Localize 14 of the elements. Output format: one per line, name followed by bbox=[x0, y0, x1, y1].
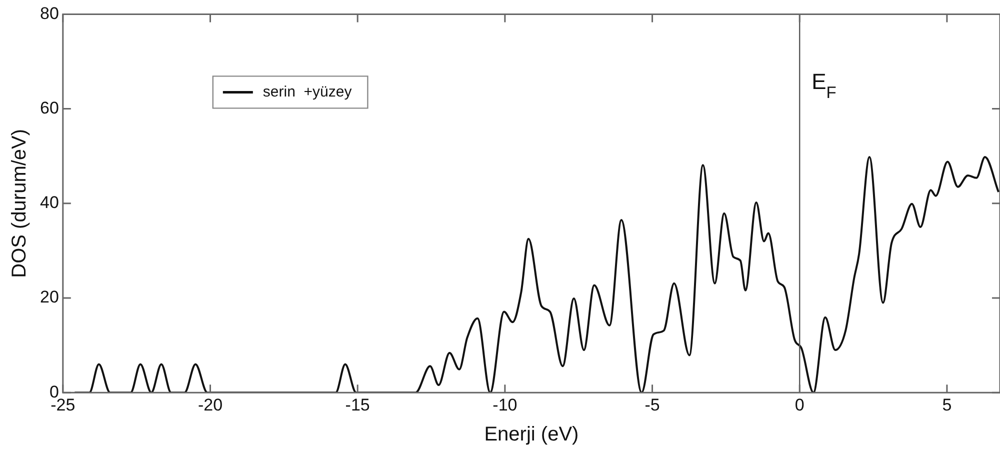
y-tick-label: 20 bbox=[40, 288, 59, 307]
legend-label: serin +yüzey bbox=[262, 83, 352, 100]
x-tick-label: -5 bbox=[644, 395, 660, 414]
x-tick-label: -10 bbox=[492, 395, 518, 414]
line-series bbox=[74, 156, 1000, 393]
x-tick-label: 0 bbox=[794, 395, 804, 414]
x-axis-title: Enerji (eV) bbox=[484, 424, 579, 446]
x-tick-label: -20 bbox=[198, 395, 223, 414]
y-axis-title: DOS (durum/eV) bbox=[8, 128, 31, 278]
x-tick-label: 5 bbox=[942, 395, 952, 414]
x-tick-label: -15 bbox=[345, 395, 370, 414]
y-tick-label: 40 bbox=[40, 193, 59, 212]
y-tick-label: 80 bbox=[40, 4, 59, 23]
y-tick-label: 60 bbox=[40, 98, 59, 118]
